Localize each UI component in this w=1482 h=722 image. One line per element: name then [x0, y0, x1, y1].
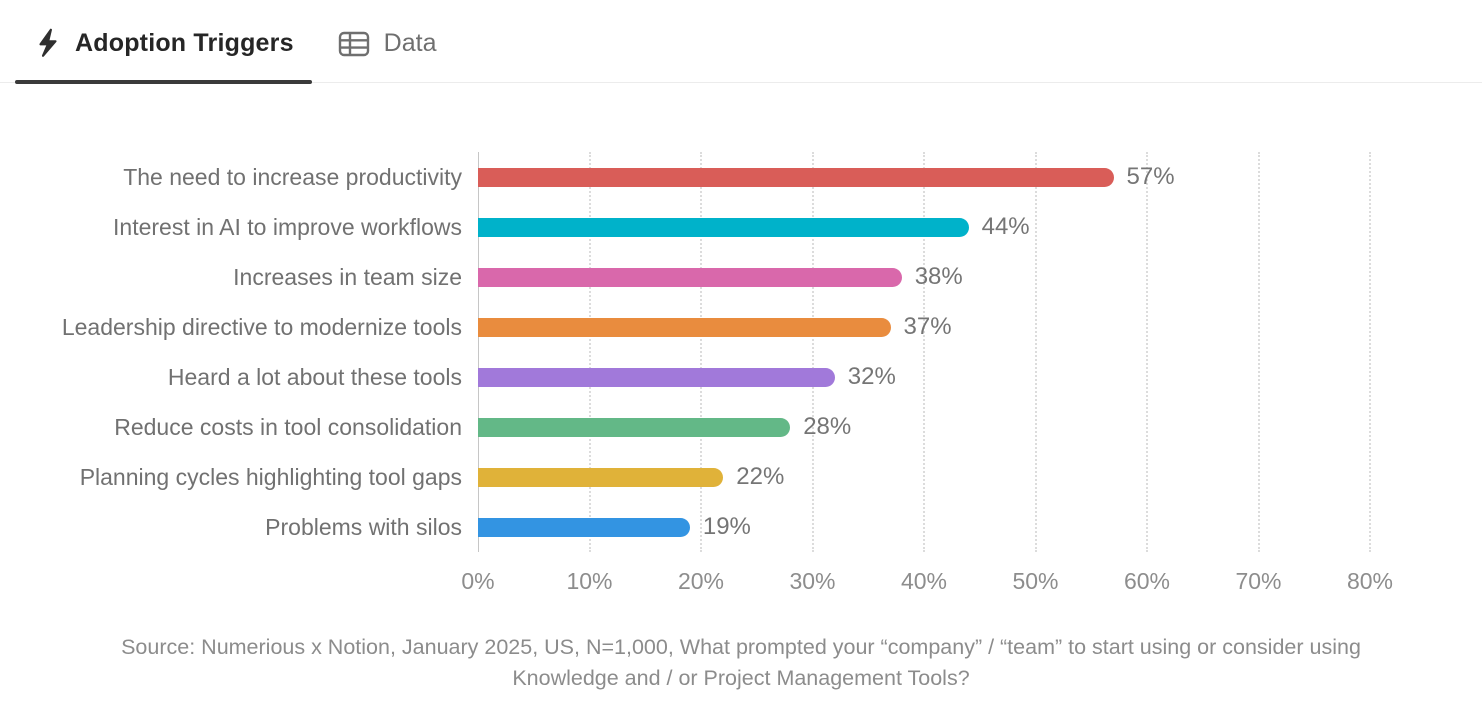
- bar-row: Heard a lot about these tools 32%: [0, 352, 1482, 402]
- tab-label: Adoption Triggers: [75, 28, 294, 57]
- value-label: 28%: [803, 413, 852, 440]
- source-caption: Source: Numerious x Notion, January 2025…: [121, 635, 1361, 691]
- category-label: Increases in team size: [233, 263, 462, 290]
- value-label: 44%: [981, 213, 1030, 240]
- bar[interactable]: [478, 267, 902, 287]
- bar-row: Leadership directive to modernize tools 3…: [0, 302, 1482, 352]
- x-axis-tick-label: 0%: [461, 568, 495, 594]
- bar[interactable]: [478, 367, 835, 387]
- x-axis-tick-label: 80%: [1346, 568, 1394, 594]
- value-label: 38%: [914, 263, 963, 290]
- bar[interactable]: [478, 317, 891, 337]
- tab-bar: Adoption Triggers Data: [0, 0, 1482, 84]
- bar-track: 44%: [478, 213, 1370, 241]
- bar-track: 28%: [478, 413, 1370, 441]
- category-label: Interest in AI to improve workflows: [113, 213, 462, 240]
- x-axis-tick-label: 70%: [1235, 568, 1282, 594]
- x-axis-tick-label: 60%: [1123, 568, 1171, 594]
- category-label: Reduce costs in tool consolidation: [114, 413, 462, 440]
- category-label: Problems with silos: [265, 513, 462, 540]
- bar[interactable]: [478, 467, 724, 487]
- category-label: Heard a lot about these tools: [167, 363, 462, 390]
- value-label: 37%: [903, 313, 952, 340]
- bar-row: Interest in AI to improve workflows 44%: [0, 202, 1482, 252]
- bar[interactable]: [478, 417, 791, 437]
- bolt-icon: [35, 28, 61, 58]
- bar[interactable]: [478, 517, 690, 537]
- bar-track: 38%: [478, 263, 1370, 291]
- bar-row: Increases in team size 38%: [0, 252, 1482, 302]
- tab-adoption-triggers[interactable]: Adoption Triggers: [15, 28, 312, 84]
- bar-track: 22%: [478, 463, 1370, 491]
- x-axis-tick-label: 50%: [1012, 568, 1059, 594]
- value-label: 19%: [702, 513, 751, 540]
- bar[interactable]: [478, 217, 969, 237]
- x-axis-tick-label: 30%: [789, 568, 836, 594]
- bar-track: 32%: [478, 363, 1370, 391]
- category-label: The need to increase productivity: [123, 163, 462, 190]
- bar[interactable]: [478, 167, 1114, 187]
- x-axis-tick-label: 10%: [566, 568, 613, 594]
- x-axis: 0% 10% 20% 30% 40% 50% 60% 70% 80%: [461, 552, 1393, 598]
- value-label: 57%: [1126, 163, 1175, 190]
- x-axis-tick-label: 40%: [900, 568, 948, 594]
- bar-track: 19%: [478, 513, 1370, 541]
- category-label: Leadership directive to modernize tools: [61, 313, 462, 340]
- tab-data[interactable]: Data: [338, 29, 437, 82]
- chart-plot-area: The need to increase productivity 57% Inte…: [0, 152, 1482, 552]
- bar-track: 37%: [478, 313, 1370, 341]
- bar-row: Reduce costs in tool consolidation 28%: [0, 402, 1482, 452]
- bar-row: Planning cycles highlighting tool gaps 22…: [0, 452, 1482, 502]
- x-axis-tick-label: 20%: [677, 568, 725, 594]
- bar-track: 57%: [478, 163, 1370, 191]
- table-icon: [338, 30, 370, 58]
- category-label: Planning cycles highlighting tool gaps: [79, 463, 462, 490]
- bar-row: Problems with silos 19%: [0, 502, 1482, 552]
- value-label: 32%: [847, 363, 896, 390]
- bar-row: The need to increase productivity 57%: [0, 152, 1482, 202]
- value-label: 22%: [736, 463, 785, 490]
- bar-rows: The need to increase productivity 57% Inte…: [0, 152, 1482, 552]
- tab-label: Data: [383, 29, 437, 57]
- adoption-triggers-bar-chart: The need to increase productivity 57% Inte…: [0, 152, 1482, 598]
